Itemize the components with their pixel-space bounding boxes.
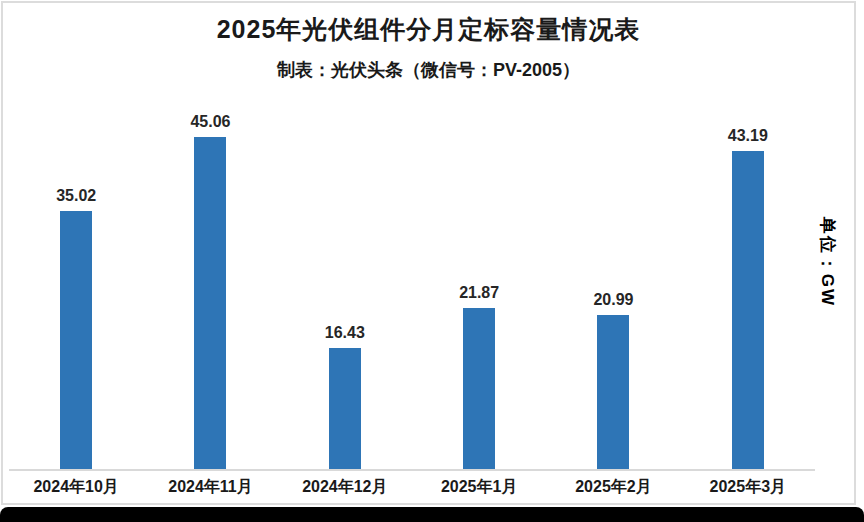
chart-title: 2025年光伏组件分月定标容量情况表 xyxy=(3,13,854,46)
x-axis-tick-label: 2024年12月 xyxy=(278,477,412,496)
chart-subtitle: 制表：光伏头条（微信号：PV-2005） xyxy=(3,58,854,82)
bar-group: 21.87 xyxy=(412,101,546,469)
bar xyxy=(60,211,92,469)
bar xyxy=(329,348,361,469)
bar xyxy=(597,315,629,469)
y-unit-label: 单位：GW xyxy=(816,217,839,307)
bar-value-label: 45.06 xyxy=(190,114,230,130)
x-axis-tick-label: 2024年11月 xyxy=(143,477,277,496)
bar xyxy=(194,137,226,469)
bar xyxy=(732,151,764,469)
bottom-black-bar xyxy=(0,507,864,522)
x-axis-tick-label: 2025年3月 xyxy=(681,477,815,496)
chart-card: 2025年光伏组件分月定标容量情况表 制表：光伏头条（微信号：PV-2005） … xyxy=(1,1,856,505)
x-axis-tick-label: 2025年2月 xyxy=(546,477,680,496)
bar-group: 35.02 xyxy=(9,101,143,469)
bar-group: 45.06 xyxy=(143,101,277,469)
x-axis-tick-label: 2024年10月 xyxy=(9,477,143,496)
bar-value-label: 16.43 xyxy=(325,325,365,341)
bar-value-label: 35.02 xyxy=(56,188,96,204)
bar-value-label: 20.99 xyxy=(593,292,633,308)
bar-value-label: 43.19 xyxy=(728,128,768,144)
chart-image: 2025年光伏组件分月定标容量情况表 制表：光伏头条（微信号：PV-2005） … xyxy=(0,0,864,522)
bar-group: 43.19 xyxy=(681,101,815,469)
bar-group: 20.99 xyxy=(546,101,680,469)
bar-value-label: 21.87 xyxy=(459,285,499,301)
x-axis-tick-label: 2025年1月 xyxy=(412,477,546,496)
bar-group: 16.43 xyxy=(278,101,412,469)
plot-area: 35.02 45.06 16.43 21.87 20.99 43.19 xyxy=(9,101,815,471)
x-axis-labels: 2024年10月 2024年11月 2024年12月 2025年1月 2025年… xyxy=(9,477,815,496)
bar xyxy=(463,308,495,469)
